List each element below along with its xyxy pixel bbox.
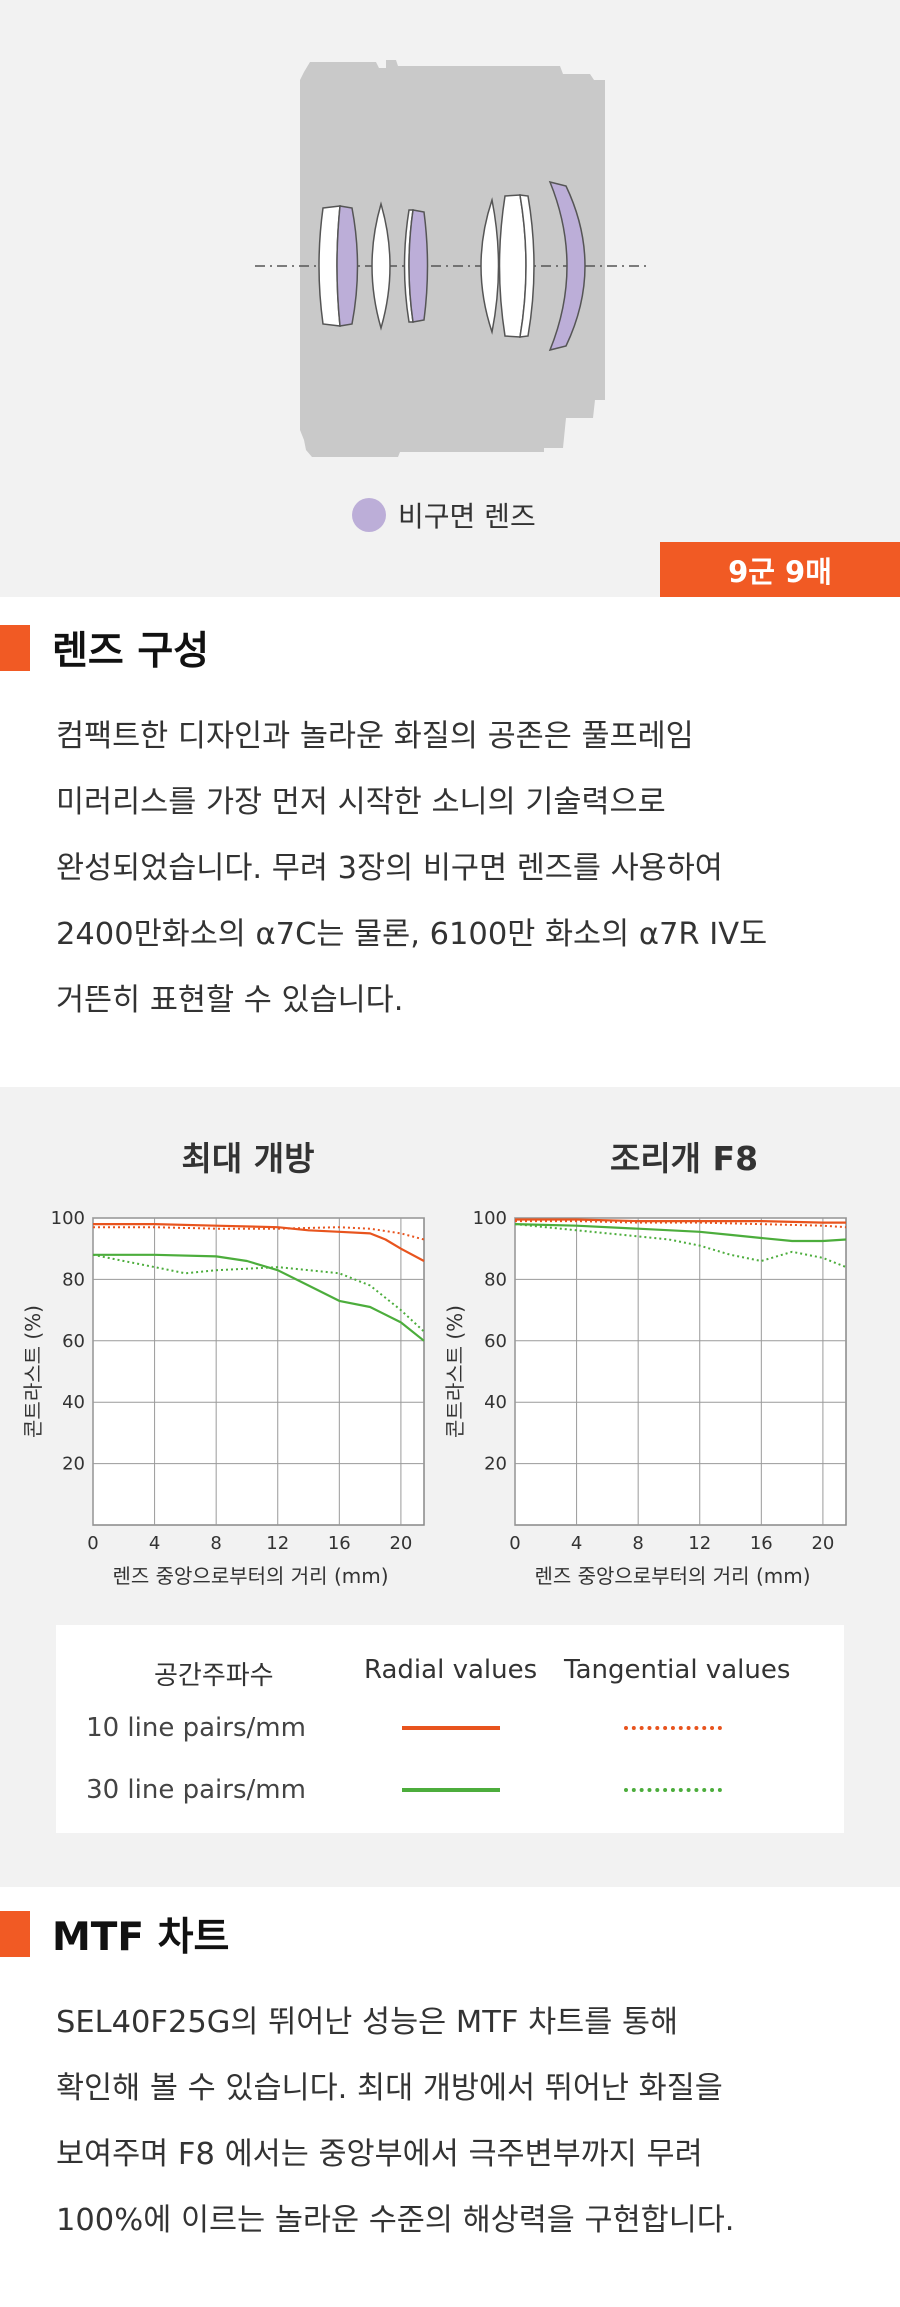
legend-10lp-tangential-line	[624, 1726, 722, 1730]
mtf-chart-wide-open: 0 4 8 12 16 20 20 40 60 80 100 렌즈 중앙으로부터의 거리 (mm) 콘트…	[21, 1208, 425, 1588]
paragraph-line: 2400만화소의 α7C는 물론, 6100만 화소의 α7R IV도	[56, 917, 768, 952]
series-line-1	[515, 1220, 847, 1229]
paragraph-line: 100%에 이르는 놀라운 수준의 해상력을 구현합니다.	[56, 2203, 735, 2238]
legend-header-frequency: 공간주파수	[154, 1661, 274, 1691]
series-line-3	[92, 1253, 425, 1333]
aspherical-element-2	[408, 209, 429, 323]
legend-header-tangential: Tangential values	[564, 1655, 791, 1685]
aspherical-legend-label: 비구면 렌즈	[398, 500, 536, 533]
paragraph-line: SEL40F25G의 뛰어난 성능은 MTF 차트를 통해	[56, 2005, 679, 2040]
legend-10lp-radial-line	[402, 1726, 500, 1730]
y-tick-label: 60	[484, 1331, 507, 1352]
section-title: 렌즈 구성	[52, 629, 210, 674]
series-line-0	[93, 1222, 425, 1262]
y-tick-label: 20	[62, 1454, 85, 1475]
mtf-paragraph: SEL40F25G의 뛰어난 성능은 MTF 차트를 통해 확인해 볼 수 있습…	[56, 1990, 866, 2254]
x-tick-label: 20	[389, 1533, 412, 1554]
element-count-badge: 9군 9매	[660, 542, 900, 597]
lens-diagram-panel: 비구면 렌즈 9군 9매	[0, 0, 900, 597]
x-tick-label: 8	[632, 1533, 643, 1554]
aspherical-element-3	[548, 180, 586, 352]
series-line-0	[515, 1218, 846, 1224]
x-tick-label: 4	[571, 1533, 582, 1554]
x-axis-label: 렌즈 중앙으로부터의 거리 (mm)	[112, 1564, 388, 1588]
y-axis-label: 콘트라스트 (%)	[21, 1305, 45, 1438]
x-tick-label: 0	[87, 1533, 98, 1554]
section-title: MTF 차트	[52, 1915, 230, 1960]
x-tick-label: 0	[509, 1533, 520, 1554]
legend-30lp-radial-line	[402, 1788, 500, 1792]
x-tick-label: 8	[210, 1533, 221, 1554]
lens-barrel-shape	[300, 60, 605, 457]
y-tick-label: 40	[484, 1392, 507, 1413]
series-line-1	[93, 1226, 425, 1241]
x-tick-label: 16	[750, 1533, 773, 1554]
section-lens-construction-heading: 렌즈 구성	[0, 620, 209, 676]
y-tick-label: 100	[473, 1208, 507, 1229]
x-axis-label: 렌즈 중앙으로부터의 거리 (mm)	[534, 1564, 810, 1588]
aspherical-element-1	[336, 205, 359, 327]
x-tick-label: 12	[688, 1533, 711, 1554]
chart-title-wide-open: 최대 개방	[181, 1139, 315, 1178]
plot-area	[92, 1217, 425, 1526]
x-tick-label: 16	[328, 1533, 351, 1554]
lens-construction-paragraph: 컴팩트한 디자인과 놀라운 화질의 공존은 풀프레임 미러리스를 가장 먼저 시…	[56, 704, 866, 1034]
lens-element-2	[371, 201, 391, 331]
aspherical-legend: 비구면 렌즈	[352, 495, 536, 535]
legend-header-radial: Radial values	[364, 1655, 538, 1685]
lens-element-5	[498, 194, 527, 338]
mtf-legend-table: 공간주파수 Radial values Tangential values 10…	[56, 1625, 844, 1833]
paragraph-line: 미러리스를 가장 먼저 시작한 소니의 기술력으로	[56, 785, 666, 820]
paragraph-line: 완성되었습니다. 무려 3장의 비구면 렌즈를 사용하여	[56, 851, 723, 886]
y-tick-label: 80	[62, 1269, 85, 1290]
chart-title-f8: 조리개 F8	[609, 1139, 759, 1178]
x-tick-label: 12	[266, 1533, 289, 1554]
series-line-2	[93, 1253, 425, 1342]
series-line-2	[514, 1223, 847, 1243]
lens-cross-section-diagram	[255, 60, 648, 457]
legend-row-30lp-label: 30 line pairs/mm	[86, 1775, 306, 1805]
section-accent-bar	[0, 1911, 30, 1957]
paragraph-line: 보여주며 F8 에서는 중앙부에서 극주변부까지 무려	[56, 2137, 703, 2172]
aspherical-swatch	[352, 498, 386, 532]
paragraph-line: 컴팩트한 디자인과 놀라운 화질의 공존은 풀프레임	[56, 719, 694, 754]
legend-row-10lp-label: 10 line pairs/mm	[86, 1713, 306, 1743]
section-accent-bar	[0, 625, 30, 671]
lens-element-4	[480, 197, 500, 335]
y-axis-label: 콘트라스트 (%)	[443, 1305, 467, 1438]
y-tick-label: 20	[484, 1454, 507, 1475]
y-tick-label: 40	[62, 1392, 85, 1413]
x-tick-label: 20	[811, 1533, 834, 1554]
legend-30lp-tangential-line	[624, 1788, 722, 1792]
y-tick-label: 80	[484, 1269, 507, 1290]
y-tick-label: 100	[51, 1208, 85, 1229]
x-tick-label: 4	[149, 1533, 160, 1554]
section-mtf-heading: MTF 차트	[0, 1906, 229, 1962]
paragraph-line: 거뜬히 표현할 수 있습니다.	[56, 983, 404, 1018]
y-tick-label: 60	[62, 1331, 85, 1352]
lens-element-6	[519, 194, 535, 338]
plot-area	[514, 1217, 847, 1526]
paragraph-line: 확인해 볼 수 있습니다. 최대 개방에서 뛰어난 화질을	[56, 2071, 723, 2106]
mtf-chart-f8: 0 4 8 12 16 20 20 40 60 80 100 렌즈 중앙으로부터의 거리 (mm) 콘트…	[443, 1208, 847, 1588]
series-line-3	[514, 1223, 847, 1269]
